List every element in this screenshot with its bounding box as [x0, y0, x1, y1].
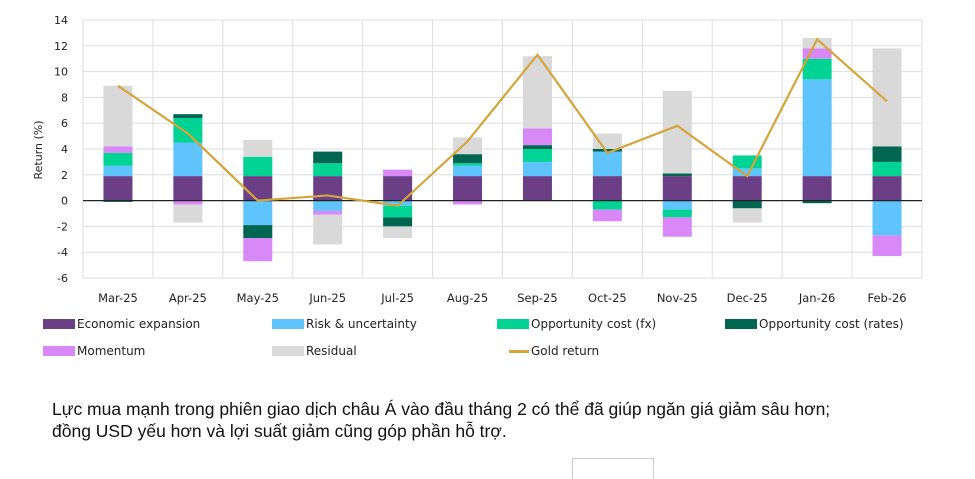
bar-segment-opportunity-cost-fx-: [663, 210, 692, 218]
y-tick-label: 12: [54, 40, 68, 53]
bar-segment-opportunity-cost-fx-: [873, 162, 902, 176]
legend-gold-return: Gold return: [497, 344, 599, 358]
bar-segment-residual: [103, 86, 132, 147]
bar-segment-opportunity-cost-fx-: [103, 153, 132, 166]
bar-segment-opportunity-cost-fx-: [173, 118, 202, 143]
bar-segment-momentum: [243, 238, 272, 261]
bar-segment-opportunity-cost-fx-: [593, 201, 622, 210]
y-tick-label: 6: [61, 117, 68, 130]
y-tick-label: 0: [61, 195, 68, 208]
bar-segment-residual: [243, 140, 272, 157]
x-tick-label: Sep-25: [517, 291, 557, 305]
legend-swatch: [43, 319, 75, 329]
x-tick-label: Aug-25: [447, 291, 488, 305]
legend-swatch: [497, 319, 529, 329]
bar-segment-opportunity-cost-fx-: [803, 59, 832, 80]
bar-segment-risk-uncertainty: [103, 166, 132, 176]
y-tick-label: -4: [57, 246, 68, 259]
bar-segment-residual: [733, 208, 762, 222]
bar-segment-economic-expansion: [523, 176, 552, 201]
caption-line-1: Lực mua mạnh trong phiên giao dịch châu …: [52, 398, 952, 420]
legend-opportunity-cost-fx: Opportunity cost (fx): [497, 317, 656, 331]
bar-segment-opportunity-cost-fx-: [243, 157, 272, 176]
bar-segment-risk-uncertainty: [243, 201, 272, 226]
bar-segment-risk-uncertainty: [803, 79, 832, 176]
bar-segment-opportunity-cost-fx-: [383, 206, 412, 218]
y-axis-label: Return (%): [32, 120, 45, 179]
x-tick-label: Oct-25: [588, 291, 627, 305]
bar-segment-risk-uncertainty: [453, 166, 482, 176]
x-tick-label: Jul-25: [380, 291, 414, 305]
bar-segment-momentum: [593, 210, 622, 222]
bar-segment-economic-expansion: [663, 176, 692, 201]
bar-segment-economic-expansion: [593, 176, 622, 201]
bar-segment-residual: [173, 204, 202, 222]
y-tick-label: 2: [61, 169, 68, 182]
bar-segment-risk-uncertainty: [593, 152, 622, 177]
bar-segment-opportunity-cost-fx-: [453, 163, 482, 166]
y-tick-label: -2: [57, 220, 68, 233]
bar-segment-momentum: [383, 170, 412, 176]
bar-segment-opportunity-cost-rates-: [663, 174, 692, 177]
bar-segment-opportunity-cost-rates-: [313, 152, 342, 164]
x-tick-label: Mar-25: [98, 291, 138, 305]
bar-segment-risk-uncertainty: [173, 143, 202, 177]
bar-segment-residual: [383, 226, 412, 238]
bar-segment-residual: [313, 215, 342, 245]
legend-residual: Residual: [272, 344, 357, 358]
y-tick-label: 8: [61, 91, 68, 104]
legend-opportunity-cost-rates: Opportunity cost (rates): [725, 317, 904, 331]
legend-momentum: Momentum: [43, 344, 145, 358]
bar-segment-opportunity-cost-rates-: [453, 154, 482, 163]
bar-segment-opportunity-cost-rates-: [873, 146, 902, 161]
legend-swatch: [272, 319, 304, 329]
legend-economic-expansion: Economic expansion: [43, 317, 200, 331]
bar-segment-opportunity-cost-rates-: [733, 201, 762, 209]
legend-swatch: [272, 346, 304, 356]
y-tick-label: 4: [61, 143, 68, 156]
bar-segment-opportunity-cost-rates-: [243, 225, 272, 238]
bar-segment-residual: [873, 48, 902, 146]
bar-segment-economic-expansion: [873, 176, 902, 201]
x-tick-label: Jan-26: [798, 291, 836, 305]
bar-segment-economic-expansion: [803, 176, 832, 201]
bar-segment-economic-expansion: [103, 176, 132, 201]
bar-segment-opportunity-cost-rates-: [523, 145, 552, 149]
y-tick-label: -6: [57, 272, 68, 285]
bar-segment-risk-uncertainty: [313, 201, 342, 211]
x-tick-label: Jun-25: [308, 291, 346, 305]
bar-segment-economic-expansion: [733, 176, 762, 201]
x-tick-label: Apr-25: [169, 291, 207, 305]
bar-segment-opportunity-cost-rates-: [383, 217, 412, 226]
legend-swatch: [725, 319, 757, 329]
bar-segment-risk-uncertainty: [873, 201, 902, 236]
caption: Lực mua mạnh trong phiên giao dịch châu …: [52, 398, 952, 442]
bar-segment-momentum: [313, 211, 342, 215]
bar-segment-momentum: [103, 146, 132, 152]
bar-segment-opportunity-cost-fx-: [523, 149, 552, 162]
caption-line-2: đồng USD yếu hơn và lợi suất giảm cũng g…: [52, 420, 952, 442]
bar-segment-opportunity-cost-fx-: [313, 163, 342, 176]
legend-risk-uncertainty: Risk & uncertainty: [272, 317, 417, 331]
x-tick-label: Feb-26: [867, 291, 906, 305]
bar-segment-risk-uncertainty: [523, 162, 552, 176]
bar-segment-economic-expansion: [453, 176, 482, 201]
x-tick-label: May-25: [237, 291, 279, 305]
legend-swatch: [43, 346, 75, 356]
x-tick-label: Nov-25: [657, 291, 698, 305]
bar-segment-momentum: [523, 128, 552, 145]
bar-segment-residual: [593, 134, 622, 149]
bar-segment-economic-expansion: [173, 176, 202, 201]
bar-segment-economic-expansion: [243, 176, 272, 201]
y-tick-label: 14: [54, 14, 68, 27]
x-tick-label: Dec-25: [727, 291, 768, 305]
bar-segment-risk-uncertainty: [663, 201, 692, 210]
bar-segment-momentum: [663, 217, 692, 236]
y-tick-label: 10: [54, 66, 68, 79]
bar-segment-opportunity-cost-rates-: [173, 114, 202, 118]
legend-line-swatch: [509, 350, 529, 353]
bar-segment-momentum: [873, 235, 902, 256]
